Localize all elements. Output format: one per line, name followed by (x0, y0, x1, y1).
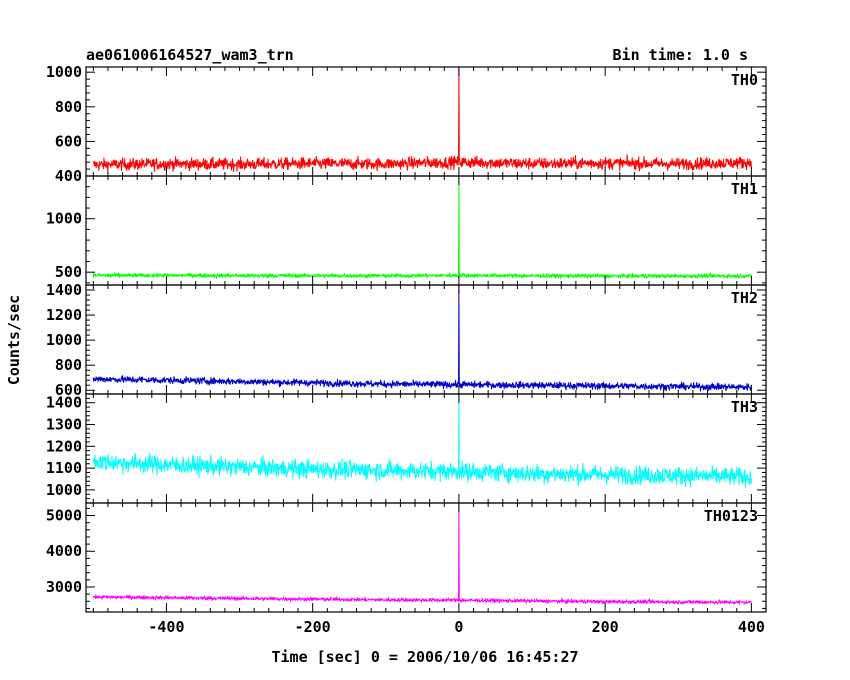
series-line-th0 (92, 66, 752, 173)
y-tick-label: 1400 (46, 281, 82, 299)
y-tick-label: 1000 (46, 63, 82, 81)
x-tick-label: -200 (295, 618, 331, 636)
panel-label-th0: TH0 (731, 71, 758, 89)
y-tick-label: 1000 (46, 481, 82, 499)
panel-frame-th1 (85, 175, 767, 286)
y-tick-label: 1400 (46, 394, 82, 412)
series-line-th0123 (92, 502, 752, 606)
x-tick-label: -400 (148, 618, 184, 636)
panel-label-th2: TH2 (731, 289, 758, 307)
y-tick-label: 1000 (46, 331, 82, 349)
series-line-th1 (92, 175, 752, 281)
y-tick-label: 800 (55, 98, 82, 116)
series-line-th3 (92, 393, 752, 489)
y-tick-label: 4000 (46, 542, 82, 560)
panel-label-th1: TH1 (731, 180, 758, 198)
y-tick-label: 1200 (46, 306, 82, 324)
y-tick-label: 800 (55, 356, 82, 374)
y-tick-label: 3000 (46, 578, 82, 596)
panel-label-th0123: TH0123 (704, 507, 758, 525)
y-tick-label: 600 (55, 381, 82, 399)
y-tick-label: 400 (55, 167, 82, 185)
x-tick-label: 200 (592, 618, 619, 636)
panel-frame-th0123 (85, 502, 767, 613)
bin-time-label: Bin time: 1.0 s (612, 46, 748, 64)
x-tick-label: 0 (454, 618, 463, 636)
y-tick-label: 1000 (46, 210, 82, 228)
y-tick-label: 600 (55, 132, 82, 150)
x-axis-label: Time [sec] 0 = 2006/10/06 16:45:27 (271, 648, 579, 666)
panel-frame-th0 (85, 66, 767, 177)
y-tick-label: 1100 (46, 459, 82, 477)
y-tick-label: 1300 (46, 416, 82, 434)
y-tick-label: 5000 (46, 507, 82, 525)
x-tick-label: 400 (738, 618, 765, 636)
y-tick-label: 500 (55, 263, 82, 281)
panel-frame-th3 (85, 393, 767, 504)
series-line-th2 (92, 284, 752, 392)
panel-label-th3: TH3 (731, 398, 758, 416)
plot-title: ae061006164527_wam3_trn (86, 46, 294, 64)
y-tick-label: 1200 (46, 437, 82, 455)
